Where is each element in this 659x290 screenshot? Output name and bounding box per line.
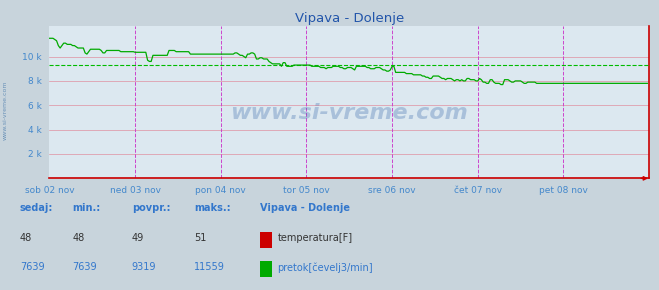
Text: min.:: min.: xyxy=(72,203,101,213)
Text: 48: 48 xyxy=(20,233,32,243)
Title: Vipava - Dolenje: Vipava - Dolenje xyxy=(295,12,404,25)
Text: 49: 49 xyxy=(132,233,144,243)
Text: 7639: 7639 xyxy=(20,262,44,272)
Text: temperatura[F]: temperatura[F] xyxy=(277,233,353,243)
Text: 7639: 7639 xyxy=(72,262,97,272)
Text: maks.:: maks.: xyxy=(194,203,231,213)
Text: Vipava - Dolenje: Vipava - Dolenje xyxy=(260,203,351,213)
Text: www.si-vreme.com: www.si-vreme.com xyxy=(231,103,468,123)
Text: 9319: 9319 xyxy=(132,262,156,272)
Text: 11559: 11559 xyxy=(194,262,225,272)
Text: pretok[čevelj3/min]: pretok[čevelj3/min] xyxy=(277,262,373,273)
Text: 48: 48 xyxy=(72,233,85,243)
Text: www.si-vreme.com: www.si-vreme.com xyxy=(3,80,8,140)
Text: 51: 51 xyxy=(194,233,207,243)
Text: povpr.:: povpr.: xyxy=(132,203,170,213)
Text: sedaj:: sedaj: xyxy=(20,203,53,213)
